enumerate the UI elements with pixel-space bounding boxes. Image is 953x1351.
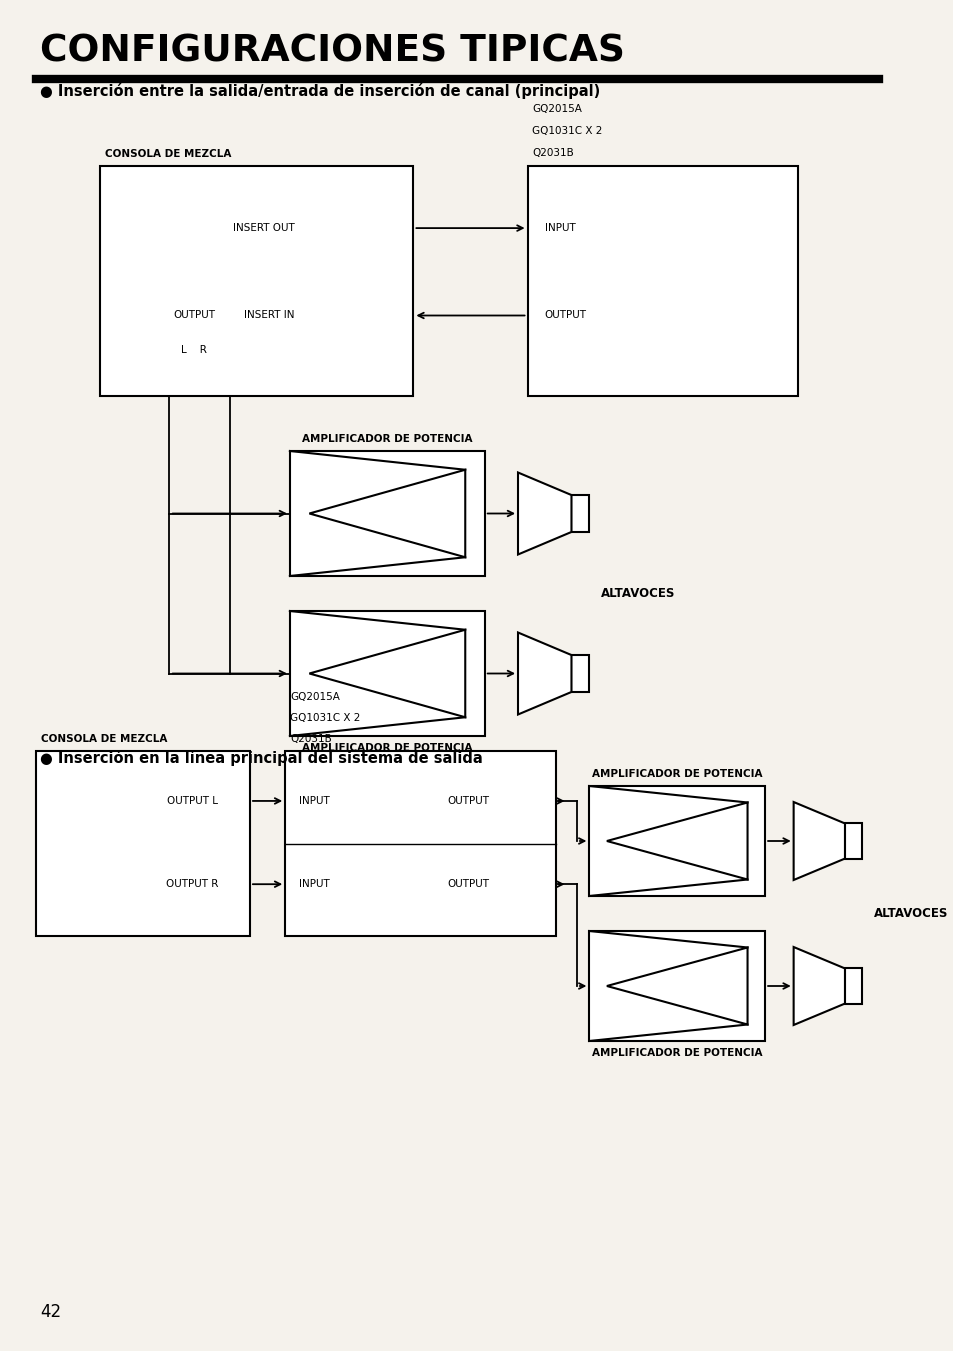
Polygon shape: [606, 947, 747, 1024]
Text: GQ1031C X 2: GQ1031C X 2: [532, 126, 602, 136]
Text: INPUT: INPUT: [299, 880, 330, 889]
Polygon shape: [793, 947, 844, 1025]
Bar: [589, 786, 764, 896]
Polygon shape: [793, 802, 844, 880]
Text: ALTAVOCES: ALTAVOCES: [873, 907, 947, 920]
Text: INPUT: INPUT: [299, 796, 330, 807]
Text: CONFIGURACIONES TIPICAS: CONFIGURACIONES TIPICAS: [40, 32, 624, 69]
Text: OUTPUT L: OUTPUT L: [167, 796, 217, 807]
Text: OUTPUT R: OUTPUT R: [166, 880, 217, 889]
Bar: [844, 824, 862, 858]
Text: Q2031B: Q2031B: [532, 149, 574, 158]
Bar: [571, 494, 589, 532]
Polygon shape: [309, 630, 465, 717]
Bar: [36, 751, 250, 936]
Polygon shape: [309, 470, 465, 557]
Text: OUTPUT: OUTPUT: [172, 311, 214, 320]
Polygon shape: [517, 632, 571, 715]
Text: ALTAVOCES: ALTAVOCES: [600, 586, 675, 600]
Text: AMPLIFICADOR DE POTENCIA: AMPLIFICADOR DE POTENCIA: [592, 1048, 761, 1058]
Bar: [589, 931, 764, 1042]
Text: Q2031B: Q2031B: [290, 734, 332, 744]
Text: AMPLIFICADOR DE POTENCIA: AMPLIFICADOR DE POTENCIA: [592, 769, 761, 780]
Polygon shape: [606, 802, 747, 880]
Text: INSERT IN: INSERT IN: [244, 311, 294, 320]
Bar: [290, 451, 484, 576]
Text: ● Inserción entre la salida/entrada de inserción de canal (principal): ● Inserción entre la salida/entrada de i…: [40, 82, 599, 99]
Text: CONSOLA DE MEZCLA: CONSOLA DE MEZCLA: [41, 734, 167, 744]
Bar: [290, 611, 484, 736]
Text: GQ1031C X 2: GQ1031C X 2: [290, 713, 360, 723]
Text: INSERT OUT: INSERT OUT: [233, 223, 294, 234]
Text: L    R: L R: [181, 345, 207, 355]
Text: CONSOLA DE MEZCLA: CONSOLA DE MEZCLA: [105, 149, 231, 159]
Text: AMPLIFICADOR DE POTENCIA: AMPLIFICADOR DE POTENCIA: [302, 743, 472, 753]
Bar: [100, 166, 413, 396]
Text: OUTPUT: OUTPUT: [447, 796, 489, 807]
Text: ● Inserción en la línea principal del sistema de salida: ● Inserción en la línea principal del si…: [40, 750, 482, 766]
Text: 42: 42: [40, 1302, 61, 1321]
Text: GQ2015A: GQ2015A: [290, 692, 339, 703]
Text: INPUT: INPUT: [544, 223, 575, 234]
Text: AMPLIFICADOR DE POTENCIA: AMPLIFICADOR DE POTENCIA: [302, 434, 472, 444]
Polygon shape: [517, 473, 571, 554]
Text: OUTPUT: OUTPUT: [447, 880, 489, 889]
Bar: [285, 751, 556, 936]
Bar: [844, 969, 862, 1004]
Text: OUTPUT: OUTPUT: [544, 311, 586, 320]
Bar: [571, 655, 589, 692]
Text: GQ2015A: GQ2015A: [532, 104, 581, 113]
Bar: [527, 166, 798, 396]
